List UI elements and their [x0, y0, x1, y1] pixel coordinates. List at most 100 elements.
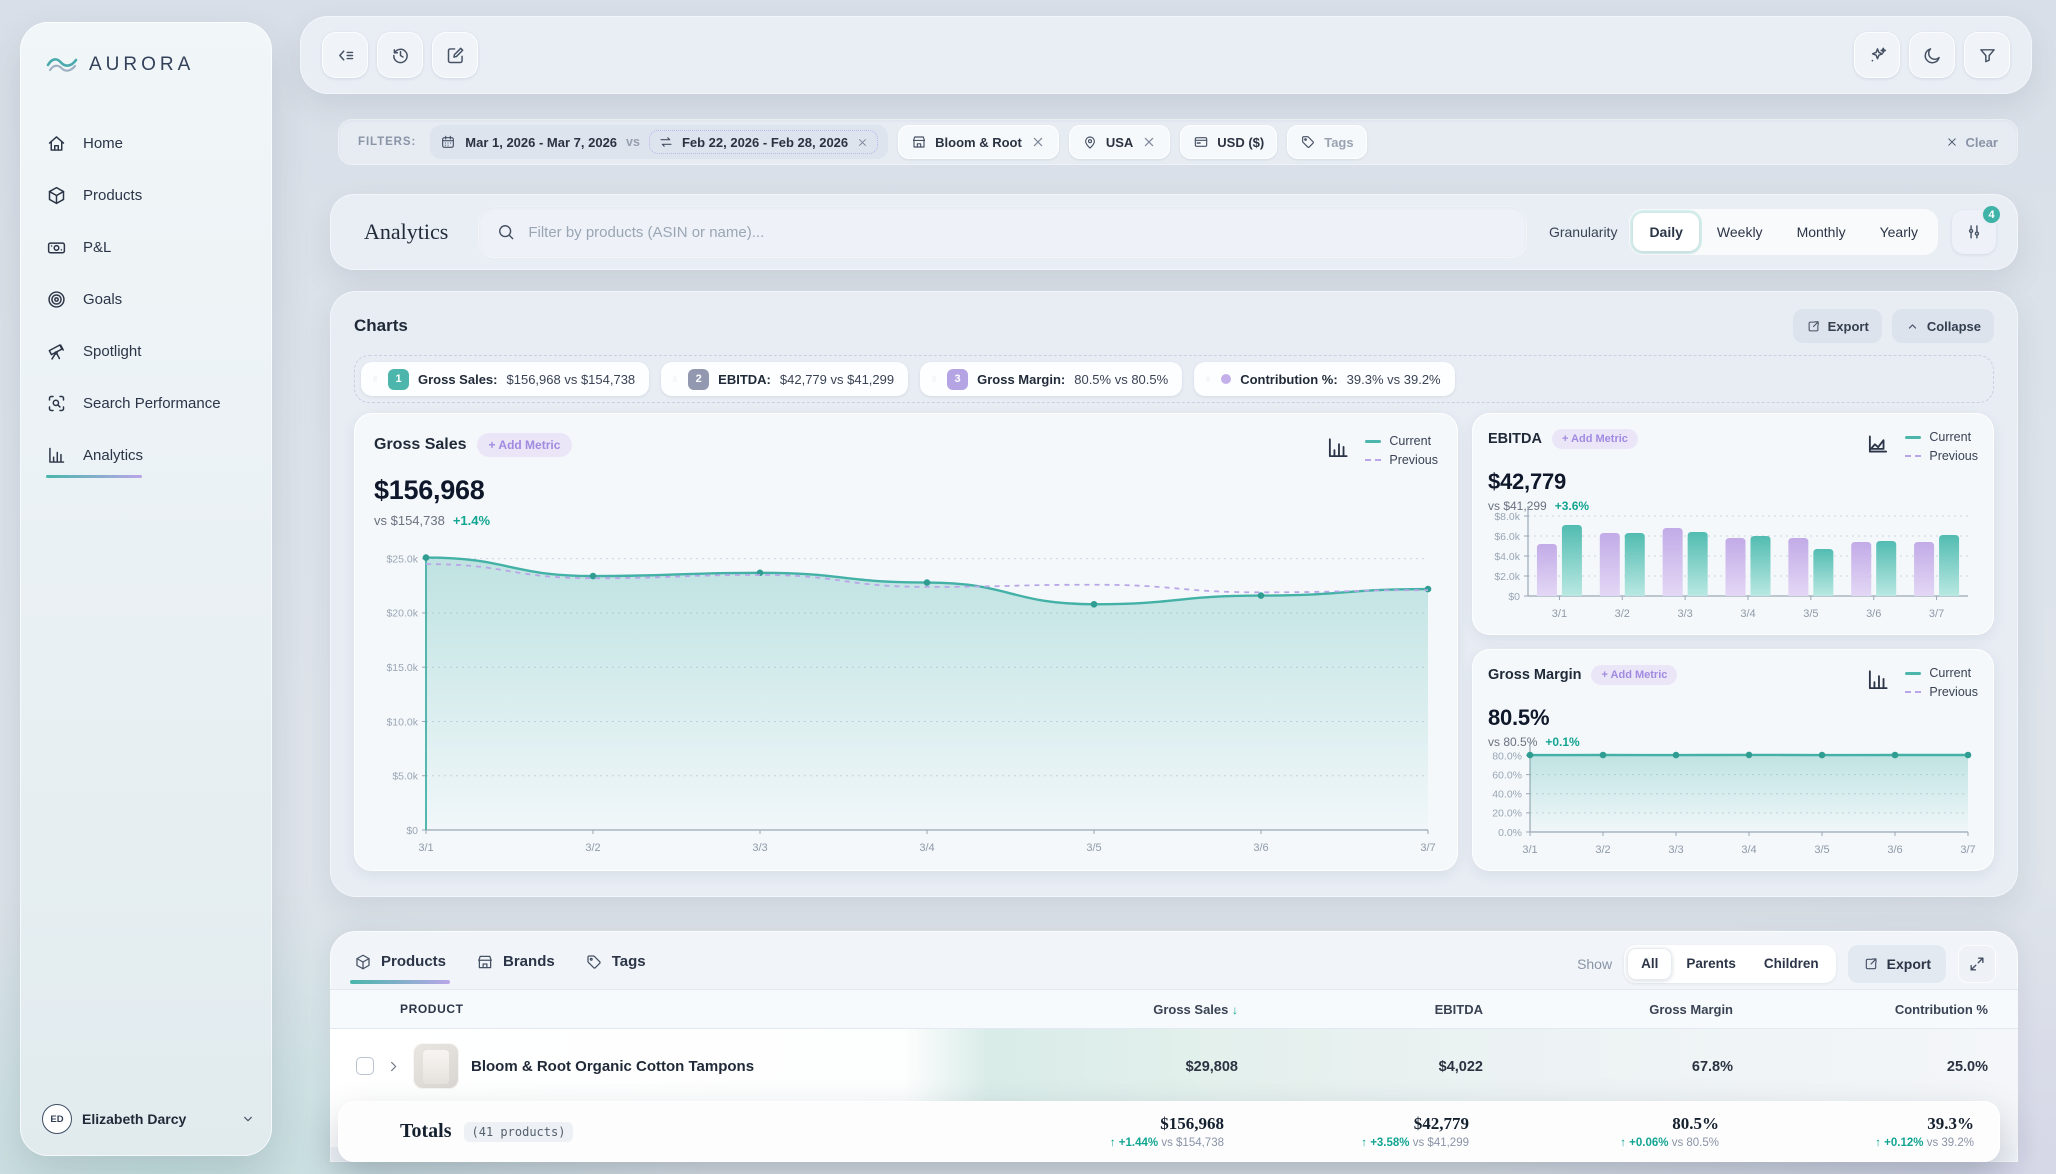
filter-chip-brand[interactable]: Bloom & Root: [898, 125, 1059, 159]
column-gross-margin[interactable]: Gross Margin: [1649, 1001, 1733, 1017]
history-button[interactable]: [377, 32, 423, 78]
add-metric-button[interactable]: + Add Metric: [1551, 429, 1638, 449]
bar-chart-toggle-icon[interactable]: [1865, 667, 1891, 693]
svg-text:3/4: 3/4: [1740, 608, 1755, 620]
date-secondary-chip[interactable]: Feb 22, 2026 - Feb 28, 2026: [648, 130, 879, 154]
granularity-segment: Daily Weekly Monthly Yearly: [1629, 209, 1938, 255]
sidebar-item-search-performance[interactable]: Search Performance: [46, 377, 258, 429]
drag-handle-icon[interactable]: [1204, 372, 1212, 386]
metric-chip-gross-sales[interactable]: 1 Gross Sales: $156,968 vs $154,738: [361, 362, 650, 396]
active-underline: [46, 475, 142, 478]
filter-chip-tags[interactable]: Tags: [1287, 125, 1367, 159]
sidebar-item-home[interactable]: Home: [46, 117, 258, 169]
chevron-down-icon[interactable]: [240, 1111, 256, 1127]
show-all[interactable]: All: [1627, 948, 1673, 980]
metric-chip-contribution[interactable]: Contribution %: 39.3% vs 39.2%: [1194, 362, 1455, 396]
cell-contribution: 25.0%: [1946, 1059, 1988, 1075]
svg-text:3/5: 3/5: [1803, 608, 1818, 620]
compose-button[interactable]: [432, 32, 478, 78]
svg-text:3/6: 3/6: [1253, 842, 1268, 854]
row-checkbox[interactable]: [356, 1057, 374, 1075]
filter-chip-currency[interactable]: USD ($): [1180, 125, 1278, 159]
chip-label: Tags: [1324, 134, 1354, 150]
search-box[interactable]: [478, 206, 1527, 258]
ai-assistant-button[interactable]: [1854, 32, 1900, 78]
sidebar-item-spotlight[interactable]: Spotlight: [46, 325, 258, 377]
filter-button[interactable]: [1964, 32, 2010, 78]
area-chart-toggle-icon[interactable]: [1865, 431, 1891, 457]
drag-handle-icon[interactable]: [671, 372, 679, 386]
delta-badge: +0.1%: [1545, 735, 1580, 749]
delta-badge: +3.6%: [1554, 499, 1590, 513]
collapse-sidebar-button[interactable]: [322, 32, 368, 78]
ebitda-chart: $8.0k $6.0k $4.0k $2.0k $0 3/1 3/2 3/3 3/4 3/5 3/6…: [1484, 498, 1982, 627]
svg-text:3/2: 3/2: [1595, 844, 1610, 856]
add-metric-button[interactable]: + Add Metric: [1591, 665, 1678, 685]
column-gross-sales[interactable]: Gross Sales ↓: [1153, 1001, 1238, 1017]
tab-tags[interactable]: Tags: [585, 953, 646, 984]
sidebar-item-products[interactable]: Products: [46, 169, 258, 221]
sidebar-item-label: Search Performance: [83, 394, 221, 412]
moon-icon: [1922, 45, 1943, 66]
remove-chip-icon[interactable]: [1141, 134, 1157, 150]
clear-filters-button[interactable]: Clear: [1945, 135, 1998, 150]
filter-chip-marketplace[interactable]: USA: [1068, 125, 1171, 159]
charts-collapse-button[interactable]: Collapse: [1891, 309, 1994, 343]
theme-toggle-button[interactable]: [1909, 32, 1955, 78]
tab-products[interactable]: Products: [349, 953, 451, 984]
chip-label: USD ($): [1217, 134, 1265, 150]
export-icon: [1863, 956, 1879, 972]
column-ebitda[interactable]: EBITDA: [1434, 1001, 1483, 1017]
sliders-icon: [1964, 222, 1984, 242]
delta-badge: +1.4%: [452, 513, 491, 528]
search-input[interactable]: [528, 223, 1509, 241]
metric-chip-gross-margin[interactable]: 3 Gross Margin: 80.5% vs 80.5%: [920, 362, 1183, 396]
collapse-sidebar-icon: [335, 45, 356, 66]
drag-handle-icon[interactable]: [930, 372, 938, 386]
show-children[interactable]: Children: [1763, 956, 1819, 971]
svg-text:3/1: 3/1: [1522, 844, 1537, 856]
granularity-monthly[interactable]: Monthly: [1796, 224, 1846, 240]
chevron-up-icon: [1905, 319, 1920, 334]
granularity-weekly[interactable]: Weekly: [1716, 224, 1763, 240]
legend: Current Previous: [1365, 433, 1438, 467]
date-range-chip[interactable]: Mar 1, 2026 - Mar 7, 2026 vs Feb 22, 202…: [430, 125, 889, 159]
svg-text:3/7: 3/7: [1960, 844, 1975, 856]
granularity-label: Granularity: [1548, 224, 1618, 240]
drag-handle-icon[interactable]: [371, 372, 379, 386]
svg-text:$25.0k: $25.0k: [386, 553, 418, 565]
sidebar-item-pnl[interactable]: P&L: [46, 221, 258, 273]
remove-chip-icon[interactable]: [1030, 134, 1046, 150]
sidebar-item-goals[interactable]: Goals: [46, 273, 258, 325]
svg-text:$6.0k: $6.0k: [1494, 531, 1520, 543]
calendar-icon: [440, 134, 456, 150]
user-menu[interactable]: ED Elizabeth Darcy: [42, 1104, 256, 1134]
cell-gross-sales: $29,808: [1185, 1059, 1238, 1075]
svg-text:3/3: 3/3: [1677, 608, 1692, 620]
metric-chip-ebitda[interactable]: 2 EBITDA: $42,779 vs $41,299: [661, 362, 909, 396]
granularity-daily[interactable]: Daily: [1633, 213, 1699, 251]
show-parents[interactable]: Parents: [1686, 956, 1736, 971]
gross-margin-card: Gross Margin + Add Metric Current Previo…: [1472, 649, 1994, 871]
top-toolbar: [300, 16, 2032, 94]
tab-brands[interactable]: Brands: [476, 953, 555, 984]
charts-export-button[interactable]: Export: [1792, 309, 1882, 343]
legend: Current Previous: [1905, 429, 1978, 463]
previous-swatch: [1365, 459, 1382, 461]
sidebar-item-analytics[interactable]: Analytics: [46, 429, 258, 481]
sidebar-nav: Home Products P&L Goals Spotlight Search…: [46, 117, 258, 481]
add-metric-button[interactable]: + Add Metric: [476, 433, 573, 457]
expand-table-button[interactable]: [1958, 945, 1996, 983]
bar-chart-toggle-icon[interactable]: [1325, 435, 1351, 461]
remove-compare-icon[interactable]: [856, 136, 869, 149]
column-contribution[interactable]: Contribution %: [1894, 1001, 1988, 1017]
expand-row-icon[interactable]: [386, 1059, 401, 1074]
settings-count-badge: 4: [1981, 204, 2002, 225]
sidebar-item-label: Home: [83, 134, 124, 152]
table-export-button[interactable]: Export: [1847, 945, 1946, 983]
vs-label: vs: [626, 135, 640, 149]
date-secondary: Feb 22, 2026 - Feb 28, 2026: [681, 134, 849, 150]
granularity-yearly[interactable]: Yearly: [1879, 224, 1918, 240]
metric-settings-button[interactable]: 4: [1952, 204, 2002, 254]
card-title: Gross Margin: [1488, 667, 1582, 683]
